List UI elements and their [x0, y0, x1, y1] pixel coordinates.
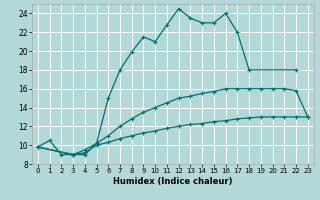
X-axis label: Humidex (Indice chaleur): Humidex (Indice chaleur) [113, 177, 233, 186]
